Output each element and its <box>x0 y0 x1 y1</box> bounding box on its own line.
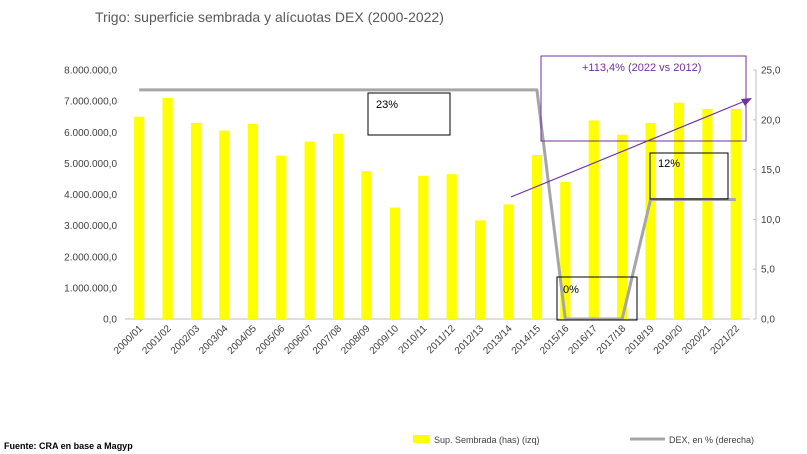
x-tick-label: 2004/05 <box>226 323 260 357</box>
x-tick-label: 2000/01 <box>112 323 146 357</box>
dex-line <box>139 88 736 321</box>
y-right-tick-label: 20,0 <box>761 115 781 126</box>
x-tick-label: 2011/12 <box>425 323 458 356</box>
bar <box>134 116 145 319</box>
bar <box>190 122 202 319</box>
line-series <box>139 88 736 321</box>
y-right-tick-label: 25,0 <box>761 66 781 77</box>
y-left-tick-label: 0,0 <box>103 315 117 326</box>
legend-bar-label: Sup. Sembrada (has) (izq) <box>434 435 540 445</box>
y-left-tick-label: 6.000.000,0 <box>64 128 117 139</box>
y-right-tick-label: 0,0 <box>761 315 775 326</box>
bar <box>219 130 230 319</box>
source-note: Fuente: CRA en base a Magyp <box>4 441 133 451</box>
bar <box>446 174 457 319</box>
x-tick-label: 2005/06 <box>254 323 288 357</box>
x-tick-label: 2001/02 <box>140 323 174 357</box>
annotation-0-label: 0% <box>563 284 579 296</box>
bar <box>361 171 372 319</box>
y-right-tick-label: 15,0 <box>761 165 781 176</box>
bar <box>247 123 258 319</box>
bar <box>332 133 344 319</box>
legend-bar-swatch <box>413 435 429 443</box>
y-right-tick-label: 5,0 <box>761 265 775 276</box>
y-left-tick-label: 1.000.000,0 <box>64 283 117 294</box>
x-tick-label: 2013/14 <box>481 323 515 357</box>
x-tick-label: 2014/15 <box>510 323 544 357</box>
y-left-tick-label: 2.000.000,0 <box>64 252 117 263</box>
bar <box>304 141 315 319</box>
x-tick-label: 2002/03 <box>169 323 203 357</box>
bar <box>673 102 685 320</box>
bar <box>617 134 628 319</box>
annotation-growth-label: +113,4% (2022 vs 2012) <box>582 62 701 74</box>
x-tick-label: 2018/19 <box>623 323 657 357</box>
bar <box>645 122 656 319</box>
y-left-tick-label: 5.000.000,0 <box>64 159 117 170</box>
y-left-tick-label: 8.000.000,0 <box>64 66 117 77</box>
x-tick-label: 2007/08 <box>311 323 345 357</box>
bar <box>389 207 400 319</box>
y-left-tick-labels: 0,0 1.000.000,0 2.000.000,0 3.000.000,0 4.00… <box>64 66 117 326</box>
bar <box>560 182 571 319</box>
bar <box>418 175 429 319</box>
y-left-tick-label: 4.000.000,0 <box>64 190 117 201</box>
x-tick-label: 2008/09 <box>339 323 373 357</box>
x-tick-label: 2021/22 <box>709 323 743 357</box>
annotation-23-label: 23% <box>376 99 398 111</box>
x-tick-label: 2016/17 <box>567 323 601 357</box>
annotations: 23% 0% 12% +113,4% (2022 vs 2012) <box>367 55 752 321</box>
x-tick-label: 2003/04 <box>197 323 231 357</box>
annotation-box-12 <box>649 152 729 200</box>
x-tick-label: 2009/10 <box>368 323 402 357</box>
x-tick-label: 2006/07 <box>282 323 316 357</box>
annotation-box-growth <box>540 55 747 142</box>
bar-series <box>134 98 741 320</box>
x-tick-labels: 2000/012001/022002/032003/042004/052005/… <box>112 323 742 357</box>
x-tick-label: 2017/18 <box>595 323 629 357</box>
chart-title: Trigo: superficie sembrada y alícuotas D… <box>95 9 444 25</box>
annotation-box-23 <box>367 92 451 136</box>
y-left-tick-label: 7.000.000,0 <box>64 97 117 108</box>
bar <box>702 108 713 319</box>
bar <box>531 154 543 319</box>
x-tick-label: 2015/16 <box>538 323 572 357</box>
bar <box>276 155 287 319</box>
bar <box>588 120 599 319</box>
y-left-tick-label: 3.000.000,0 <box>64 221 117 232</box>
bar <box>503 204 514 319</box>
bar <box>162 98 173 319</box>
legend: Sup. Sembrada (has) (izq) DEX, en % (dere… <box>413 435 754 445</box>
x-tick-label: 2020/21 <box>680 323 714 357</box>
y-right-tick-label: 10,0 <box>761 215 781 226</box>
growth-arrow-line <box>510 100 746 198</box>
growth-arrow-head <box>741 98 752 106</box>
x-tick-label: 2012/13 <box>453 323 487 357</box>
bar <box>730 108 741 319</box>
x-tick-label: 2010/11 <box>397 323 430 356</box>
x-tick-label: 2019/20 <box>652 323 686 357</box>
bar <box>475 220 486 319</box>
legend-line-label: DEX, en % (derecha) <box>669 435 754 445</box>
y-right-tick-labels: 0,0 5,0 10,0 15,0 20,0 25,0 <box>761 66 781 326</box>
annotation-12-label: 12% <box>658 158 680 170</box>
annotation-box-0 <box>556 276 638 321</box>
